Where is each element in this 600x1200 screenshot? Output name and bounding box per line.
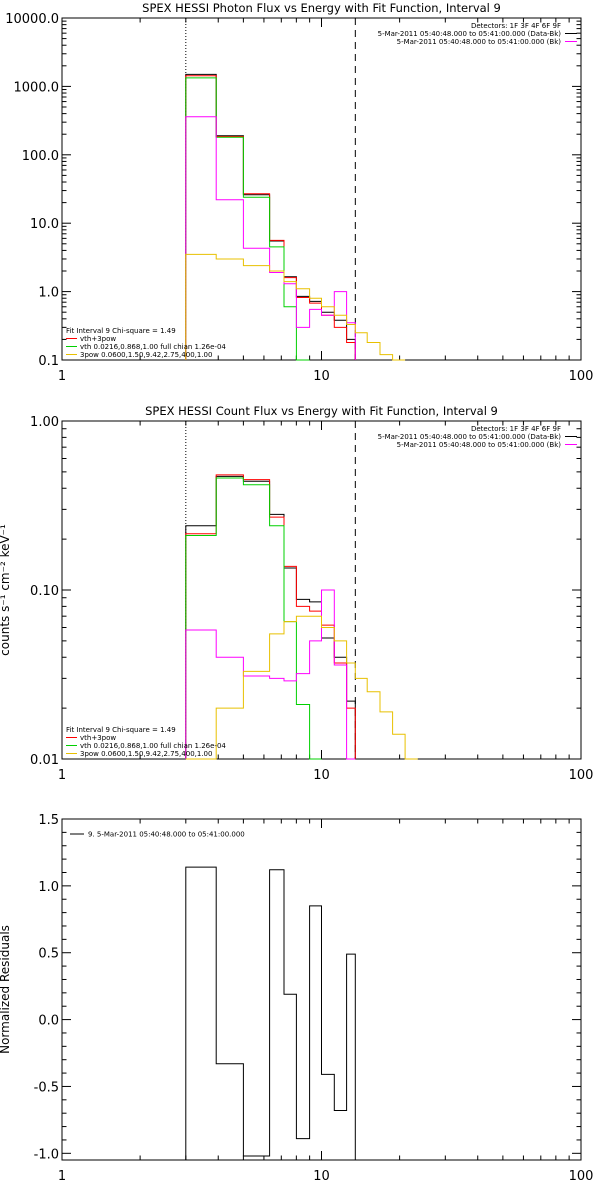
info-line: 5-Mar-2011 05:40:48.000 to 05:41:00.000 … [378,30,562,38]
info-line: 5-Mar-2011 05:40:48.000 to 05:41:00.000 … [397,38,562,46]
y-tick-label: 0.10 [30,584,59,599]
series-histogram-black [185,866,356,1160]
fit-legend-text: Fit Interval 9 Chi-square = 1.49 [66,726,176,734]
series-histogram-green [185,477,322,760]
fit-legend-text: vth 0.0216,0.868,1.00 full chian 1.26e-0… [80,343,226,351]
y-tick-label: 0.5 [38,947,59,962]
info-line: Detectors: 1F 3F 4F 6F 9F [471,22,561,30]
series-histogram-magenta [185,589,356,760]
series-histogram-magenta [185,116,356,360]
info-line: 5-Mar-2011 05:40:48.000 to 05:41:00.000 … [397,441,562,449]
series-histogram-yellow [185,615,418,760]
series-histogram-black [185,73,356,360]
info-line: Detectors: 1F 3F 4F 6F 9F [471,425,561,433]
fit-legend-text: vth 0.0216,0.868,1.00 full chian 1.26e-0… [80,742,226,750]
y-tick-label: -0.5 [34,1080,59,1095]
y-tick-label: 1.5 [38,813,59,828]
y-tick-label: 0.0 [38,1014,59,1029]
series-histogram-red [185,474,356,759]
x-tick-label: 100 [569,369,594,384]
residual-legend-text: 9. 5-Mar-2011 05:40:48.000 to 05:41:00.0… [88,831,245,839]
x-tick-label: 100 [569,768,594,783]
x-tick-label: 10 [313,369,330,384]
x-tick-label: 10 [313,1169,330,1184]
y-tick-label: 10.0 [30,217,59,232]
y-axis-label: Normalized Residuals [0,925,12,1054]
y-tick-label: 100.0 [22,149,59,164]
fit-legend-text: 3pow 0.0600,1.50,9.42,2.75,400,1.00 [80,351,212,359]
y-tick-label: 1000.0 [14,80,60,95]
y-tick-label: 0.1 [38,354,59,369]
x-tick-label: 100 [569,1169,594,1184]
plot-title: SPEX HESSI Count Flux vs Energy with Fit… [145,404,498,418]
y-tick-label: -1.0 [34,1147,59,1162]
fit-legend-text: vth+3pow [80,734,116,742]
info-line: 5-Mar-2011 05:40:48.000 to 05:41:00.000 … [378,433,562,441]
series-histogram-green [185,77,310,361]
y-tick-label: 0.01 [30,753,59,768]
y-tick-label: 1.0 [38,286,59,301]
x-tick-label: 1 [58,1169,66,1184]
y-tick-label: 1.00 [30,415,59,430]
fit-legend-text: Fit Interval 9 Chi-square = 1.49 [66,327,176,335]
plot-title: SPEX HESSI Photon Flux vs Energy with Fi… [142,1,501,15]
fit-legend-text: 3pow 0.0600,1.50,9.42,2.75,400,1.00 [80,750,212,758]
series-histogram-yellow [185,253,406,361]
x-tick-label: 10 [313,768,330,783]
fit-legend-text: vth+3pow [80,335,116,343]
y-tick-label: 1.0 [38,880,59,895]
x-tick-label: 1 [58,768,66,783]
series-histogram-red [185,75,356,360]
y-axis-label: counts s⁻¹ cm⁻² keV⁻¹ [0,524,12,656]
y-tick-label: 10000.0 [5,12,59,27]
series-histogram-black [185,475,356,759]
x-tick-label: 1 [58,369,66,384]
